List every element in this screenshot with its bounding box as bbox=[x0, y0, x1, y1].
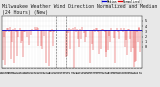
Legend: Median, Normalized: Median, Normalized bbox=[102, 0, 141, 4]
Text: Milwaukee Weather Wind Direction Normalized and Median (24 Hours) (New): Milwaukee Weather Wind Direction Normali… bbox=[2, 4, 157, 15]
